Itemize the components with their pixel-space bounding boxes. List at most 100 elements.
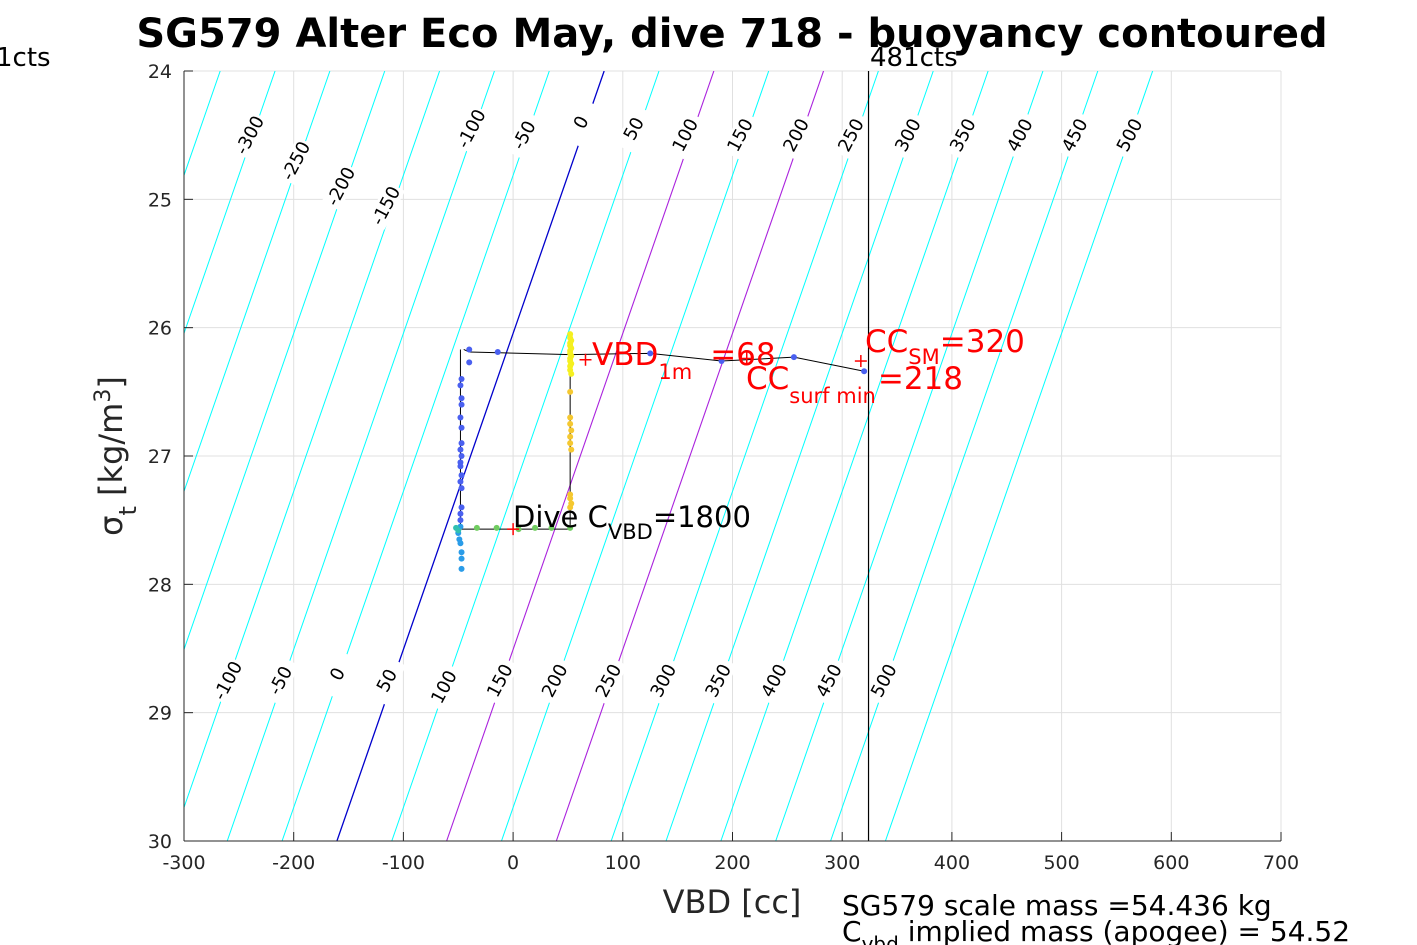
contour-label-bg: [943, 111, 983, 160]
contour-label-bg: [1110, 111, 1149, 160]
tick-labels: -300 -200 -100 0 100 200 300 400 500 600 700 24 25 26…: [148, 61, 1299, 874]
y-axis-label-sup: 3: [91, 389, 116, 403]
contour-line: [830, 71, 1099, 841]
x-tick-label: 700: [1263, 852, 1299, 874]
vertical-line-label: 481cts: [870, 43, 958, 73]
contour-line: [884, 71, 1154, 841]
data-point: [458, 549, 465, 556]
data-point: [568, 427, 575, 434]
contour-line: [555, 71, 825, 841]
annotation-cc-surf-min: CCsurf min=218: [746, 361, 963, 408]
y-tick-label: 27: [148, 446, 172, 468]
contour-line: [226, 71, 495, 841]
footer-scale-mass: SG579 scale mass =54.436 kg: [842, 889, 1272, 922]
axes: [183, 70, 1282, 842]
data-point: [494, 349, 501, 356]
contour-label-bg: [452, 104, 491, 153]
data-point: [790, 354, 797, 361]
data-point: [458, 440, 465, 447]
contour-line: [446, 71, 715, 841]
contour-label-bg: [809, 656, 849, 705]
contour-line: [775, 71, 1044, 841]
footer-implied-mass-sub: vbd: [862, 932, 899, 945]
data-point: [567, 433, 574, 440]
y-axis-label-sub: t: [114, 506, 142, 515]
data-point: [458, 395, 465, 402]
x-tick-label: 500: [1043, 852, 1079, 874]
x-tick-label: 200: [714, 852, 750, 874]
contour-label-bg: [755, 656, 794, 705]
contour-line: [281, 71, 550, 841]
contour-label-bg: [699, 656, 738, 705]
annotation-dive-cvbd-sub: VBD: [608, 520, 653, 544]
annotation-dive-cvbd: Dive CVBD=1800: [513, 500, 751, 544]
y-tick-label: 29: [148, 703, 172, 725]
data-point: [457, 382, 464, 389]
contour-label-bg: [888, 111, 928, 160]
annotation-cc-sm-main: CC: [865, 324, 908, 360]
contour-line: [184, 71, 276, 335]
contour-label-bg: [864, 656, 904, 705]
contour-label-bg: [321, 162, 361, 211]
data-point: [466, 359, 473, 366]
y-tick-label: 24: [148, 61, 172, 83]
x-tick-label: 600: [1153, 852, 1189, 874]
data-point: [567, 414, 574, 421]
data-point: [567, 524, 574, 531]
annotation-cc-surf-min-sub: surf min: [789, 384, 876, 408]
contour-label-bg: [366, 181, 406, 230]
data-point: [466, 346, 473, 353]
data-points: [453, 331, 868, 572]
data-point: [473, 524, 480, 531]
chart-title: SG579 Alter Eco May, dive 718 - buoyancy…: [136, 11, 1327, 57]
contour-label-bg: [504, 111, 544, 160]
data-point: [532, 524, 539, 531]
data-point: [458, 565, 465, 572]
x-tick-label: 100: [605, 852, 641, 874]
data-point: [457, 478, 464, 485]
data-point: [568, 446, 575, 453]
contour-label-bg: [1000, 111, 1040, 160]
contour-label-bg: [276, 136, 316, 185]
y-axis-label-end: ]: [92, 376, 130, 388]
contour-label-bg: [424, 662, 464, 712]
annotation-cc-sm-sub: SM: [908, 345, 939, 369]
contour-label-bg: [480, 656, 520, 705]
contour-line: [610, 71, 879, 841]
annotation-vbd-1m: VBD1m =68: [592, 337, 776, 384]
data-point: [458, 376, 465, 382]
annotation-vbd-1m-value: =68: [710, 337, 775, 373]
contour-line: [500, 71, 770, 841]
annotation-vbd-1m-main: VBD: [592, 337, 658, 373]
contour-line: [391, 71, 660, 841]
x-tick-label: 300: [824, 852, 860, 874]
contour-label-bg: [230, 111, 269, 160]
contour-line: [184, 71, 331, 493]
markers: [507, 352, 867, 536]
data-point: [458, 472, 465, 479]
y-axis-label: σt [kg/m3]: [91, 376, 143, 536]
y-tick-label: 28: [148, 574, 172, 596]
data-point: [718, 358, 725, 365]
y-tick-label: 30: [148, 831, 172, 853]
data-point: [567, 504, 574, 511]
footer-implied-mass-rest: implied mass (apogee) = 54.52: [899, 915, 1350, 945]
data-point: [567, 440, 574, 447]
contour-line: [336, 71, 605, 841]
data-point: [457, 463, 464, 470]
contour-line: [720, 71, 989, 841]
grid: [183, 70, 1282, 842]
contour-label-bg: [561, 98, 601, 147]
data-point: [458, 424, 465, 431]
contour-label-bg: [589, 656, 628, 705]
contour-labels: -300-250-200 -150-100 -50 0 50 100 150 200 250 30…: [208, 98, 1149, 712]
x-tick-label: -100: [382, 852, 425, 874]
data-point: [458, 401, 465, 408]
data-point: [455, 527, 462, 534]
annotation-cc-sm-value: =320: [940, 324, 1025, 360]
x-tick-label: 0: [507, 852, 519, 874]
data-point: [861, 368, 868, 375]
data-point: [647, 350, 654, 357]
y-axis-label-main: σ: [92, 516, 130, 536]
